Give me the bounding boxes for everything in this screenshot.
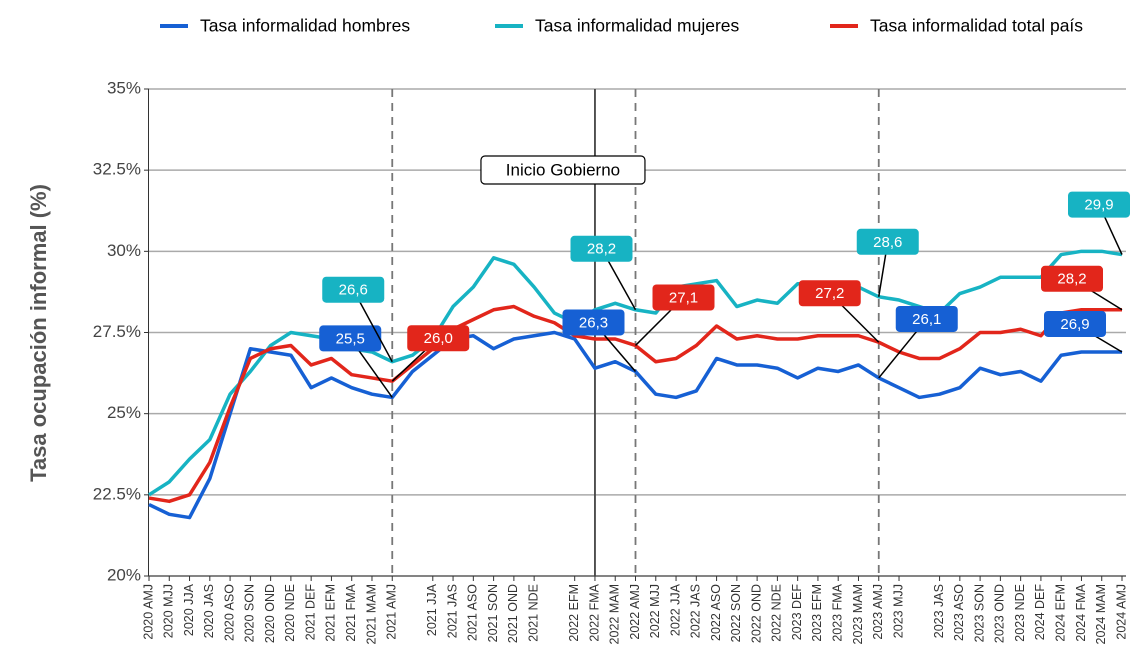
x-tick-label: 2023 EFM [810, 584, 824, 642]
x-tick-label: 2020 JAS [202, 584, 216, 638]
x-tick-label: 2023 AMJ [871, 584, 885, 640]
x-tick-label: 2021 DEF [303, 584, 317, 641]
value-label: 26,3 [579, 314, 608, 331]
x-tick-label: 2023 ASO [952, 584, 966, 641]
value-label: 27,1 [669, 289, 698, 306]
value-label: 27,2 [815, 285, 844, 302]
value-label: 26,6 [339, 282, 368, 299]
y-tick-label: 35% [107, 78, 141, 97]
x-tick-label: 2023 NDE [1013, 584, 1027, 642]
value-label: 26,9 [1060, 316, 1089, 333]
x-tick-label: 2021 AMJ [385, 584, 399, 640]
x-tick-label: 2021 JAS [445, 584, 459, 638]
x-tick-label: 2020 ASO [222, 584, 236, 641]
x-tick-label: 2022 EFM [567, 584, 581, 642]
value-label: 26,1 [912, 311, 941, 328]
legend-label: Tasa informalidad total país [870, 16, 1083, 36]
legend-label: Tasa informalidad mujeres [535, 16, 740, 36]
annotation-box [480, 155, 646, 185]
x-tick-label: 2020 OND [263, 584, 277, 643]
value-label: 25,5 [336, 330, 365, 347]
x-tick-label: 2021 NDE [526, 584, 540, 642]
value-label-box [652, 284, 715, 311]
x-tick-label: 2023 MJJ [891, 584, 905, 638]
x-tick-label: 2022 MJJ [648, 584, 662, 638]
x-tick-label: 2021 JJA [425, 583, 439, 636]
x-tick-label: 2021 EFM [324, 584, 338, 642]
x-tick-label: 2022 ASO [709, 584, 723, 641]
x-tick-label: 2022 OND [749, 584, 763, 643]
value-label-box [322, 276, 385, 303]
series-line [148, 304, 1122, 504]
x-tick-label: 2020 AMJ [141, 584, 155, 640]
value-label-box [895, 305, 958, 332]
x-tick-label: 2023 MAM [851, 584, 865, 644]
value-label: 28,2 [587, 241, 616, 258]
x-tick-label: 2022 MAM [608, 584, 622, 644]
x-tick-label: 2022 NDE [770, 584, 784, 642]
y-tick-label: 20% [107, 565, 141, 584]
x-tick-label: 2020 JJA [182, 583, 196, 636]
x-tick-label: 2022 JJA [668, 583, 682, 636]
value-label-box [319, 325, 382, 352]
y-tick-label: 32.5% [93, 160, 141, 179]
value-label-box [1041, 265, 1103, 292]
x-tick-label: 2024 EFM [1053, 584, 1067, 642]
x-tick-label: 2022 FMA [587, 583, 601, 641]
x-tick-label: 2023 JAS [932, 584, 946, 638]
y-tick-label: 30% [107, 241, 141, 260]
x-tick-label: 2024 DEF [1033, 584, 1047, 641]
value-label-box [798, 280, 861, 307]
value-label-box [1068, 191, 1130, 218]
x-tick-label: 2021 MAM [364, 584, 378, 644]
x-tick-label: 2020 NDE [283, 584, 297, 642]
value-label-box [1044, 310, 1106, 337]
value-label: 26,0 [424, 330, 453, 347]
value-label: 28,6 [873, 234, 902, 251]
value-label: 29,9 [1084, 197, 1113, 214]
x-tick-label: 2021 ASO [466, 584, 480, 641]
x-tick-label: 2020 SON [243, 584, 257, 642]
x-tick-label: 2024 MAM [1094, 584, 1108, 644]
y-tick-label: 22.5% [93, 484, 141, 503]
x-tick-label: 2022 AMJ [628, 584, 642, 640]
legend-label: Tasa informalidad hombres [200, 16, 410, 36]
y-tick-label: 25% [107, 403, 141, 422]
value-label-box [570, 235, 633, 262]
x-tick-label: 2023 OND [993, 584, 1007, 643]
y-tick-label: 27.5% [93, 322, 141, 341]
x-tick-label: 2024 AMJ [1114, 584, 1128, 640]
value-label-box [407, 325, 470, 352]
value-label-box [856, 228, 919, 255]
y-axis-label: Tasa ocupación informal (%) [26, 184, 51, 482]
x-tick-label: 2023 SON [972, 584, 986, 642]
x-tick-label: 2023 DEF [790, 584, 804, 641]
annotation: Inicio Gobierno [506, 160, 620, 179]
x-tick-label: 2022 JAS [689, 584, 703, 638]
x-tick-label: 2020 MJJ [162, 584, 176, 638]
value-label: 28,2 [1057, 271, 1086, 288]
value-label-box [562, 309, 625, 336]
x-tick-label: 2021 SON [486, 584, 500, 642]
x-tick-label: 2024 FMA [1074, 583, 1088, 641]
x-tick-label: 2023 FMA [831, 583, 845, 641]
x-tick-label: 2021 OND [506, 584, 520, 643]
x-tick-label: 2021 FMA [344, 583, 358, 641]
x-tick-label: 2022 SON [729, 584, 743, 642]
